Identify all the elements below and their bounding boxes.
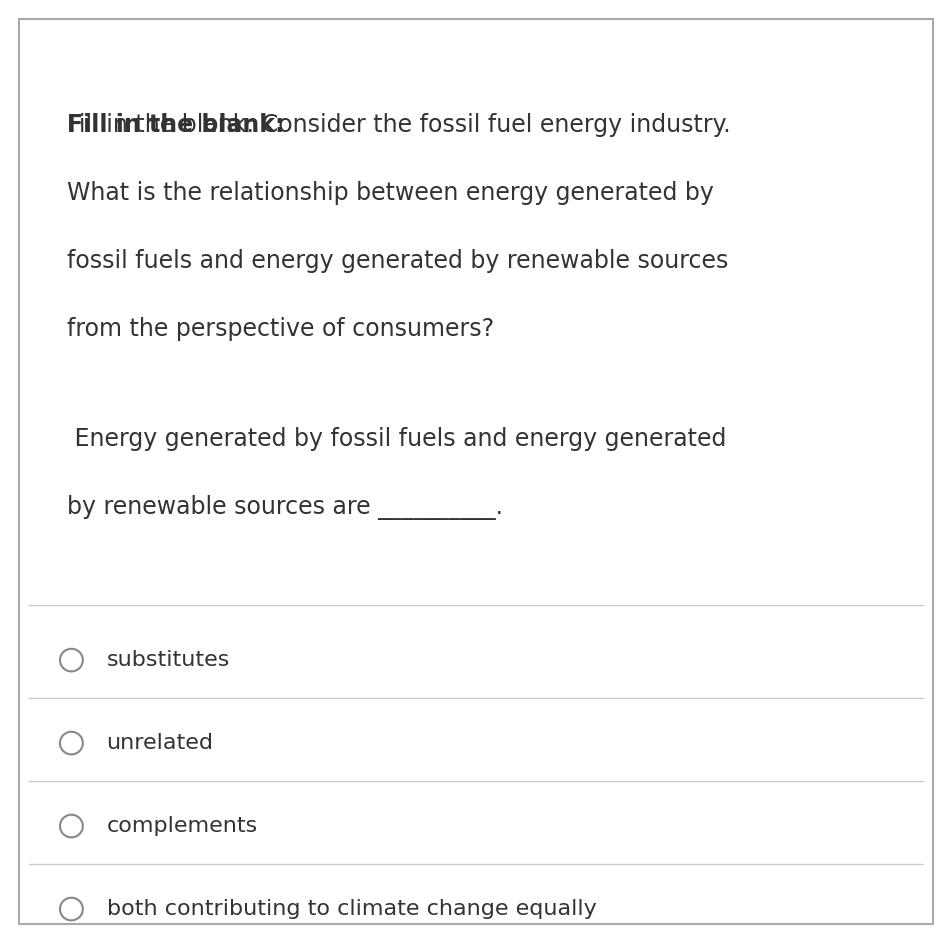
Text: complements: complements	[107, 816, 258, 836]
Text: by renewable sources are __________.: by renewable sources are __________.	[67, 495, 503, 521]
Text: both contributing to climate change equally: both contributing to climate change equa…	[107, 899, 596, 919]
Text: Fill in the blank:: Fill in the blank:	[67, 113, 284, 137]
Text: fossil fuels and energy generated by renewable sources: fossil fuels and energy generated by ren…	[67, 249, 728, 273]
Text: substitutes: substitutes	[107, 650, 230, 670]
Text: from the perspective of consumers?: from the perspective of consumers?	[67, 317, 494, 340]
FancyBboxPatch shape	[19, 19, 933, 924]
Text: Energy generated by fossil fuels and energy generated: Energy generated by fossil fuels and ene…	[67, 427, 726, 451]
Text: Fill in the blank: Consider the fossil fuel energy industry.: Fill in the blank: Consider the fossil f…	[67, 113, 730, 137]
Text: What is the relationship between energy generated by: What is the relationship between energy …	[67, 181, 713, 205]
Text: unrelated: unrelated	[107, 733, 213, 753]
